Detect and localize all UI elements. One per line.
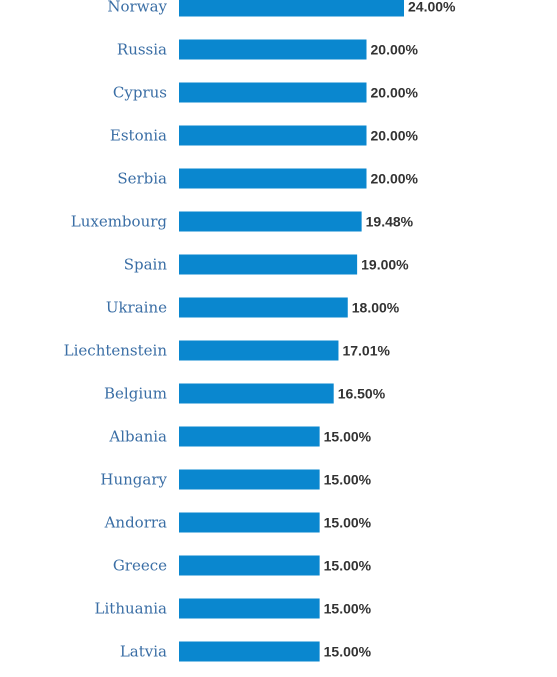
category-label: Liechtenstein [64, 342, 168, 360]
category-label: Ukraine [106, 299, 167, 317]
bar [179, 469, 320, 490]
bar [179, 641, 320, 662]
bar [179, 512, 320, 533]
value-label: 15.00% [324, 472, 372, 488]
bar [179, 211, 362, 232]
value-label: 15.00% [324, 558, 372, 574]
bar [179, 426, 320, 447]
category-label: Albania [108, 428, 167, 446]
category-label: Norway [107, 0, 167, 16]
bar [179, 39, 367, 60]
value-label: 20.00% [371, 42, 419, 58]
category-label: Spain [124, 256, 168, 274]
value-label: 15.00% [324, 644, 372, 660]
category-label: Lithuania [95, 600, 168, 618]
category-label: Belgium [104, 385, 167, 403]
category-label: Russia [117, 41, 167, 59]
category-label: Hungary [100, 471, 167, 489]
bar [179, 598, 320, 619]
value-label: 15.00% [324, 515, 372, 531]
bar [179, 340, 339, 361]
value-label: 17.01% [342, 343, 390, 359]
bar [179, 555, 320, 576]
value-label: 16.50% [338, 386, 386, 402]
bar [179, 383, 334, 404]
value-label: 15.00% [324, 429, 372, 445]
category-label: Luxembourg [71, 213, 168, 231]
value-label: 20.00% [371, 171, 419, 187]
value-label: 20.00% [371, 85, 419, 101]
category-label: Andorra [104, 514, 167, 532]
category-label: Estonia [110, 127, 167, 145]
value-label: 15.00% [324, 601, 372, 617]
bar [179, 0, 404, 17]
bar [179, 297, 348, 318]
bar [179, 254, 358, 275]
bar [179, 82, 367, 103]
bar [179, 168, 367, 189]
category-label: Serbia [117, 170, 167, 188]
value-label: 18.00% [352, 300, 400, 316]
category-label: Greece [113, 557, 167, 575]
bar [179, 125, 367, 146]
value-label: 19.48% [366, 214, 414, 230]
value-label: 24.00% [408, 0, 456, 15]
category-label: Latvia [120, 643, 167, 661]
value-label: 19.00% [361, 257, 409, 273]
category-label: Cyprus [113, 84, 167, 102]
value-label: 20.00% [371, 128, 419, 144]
